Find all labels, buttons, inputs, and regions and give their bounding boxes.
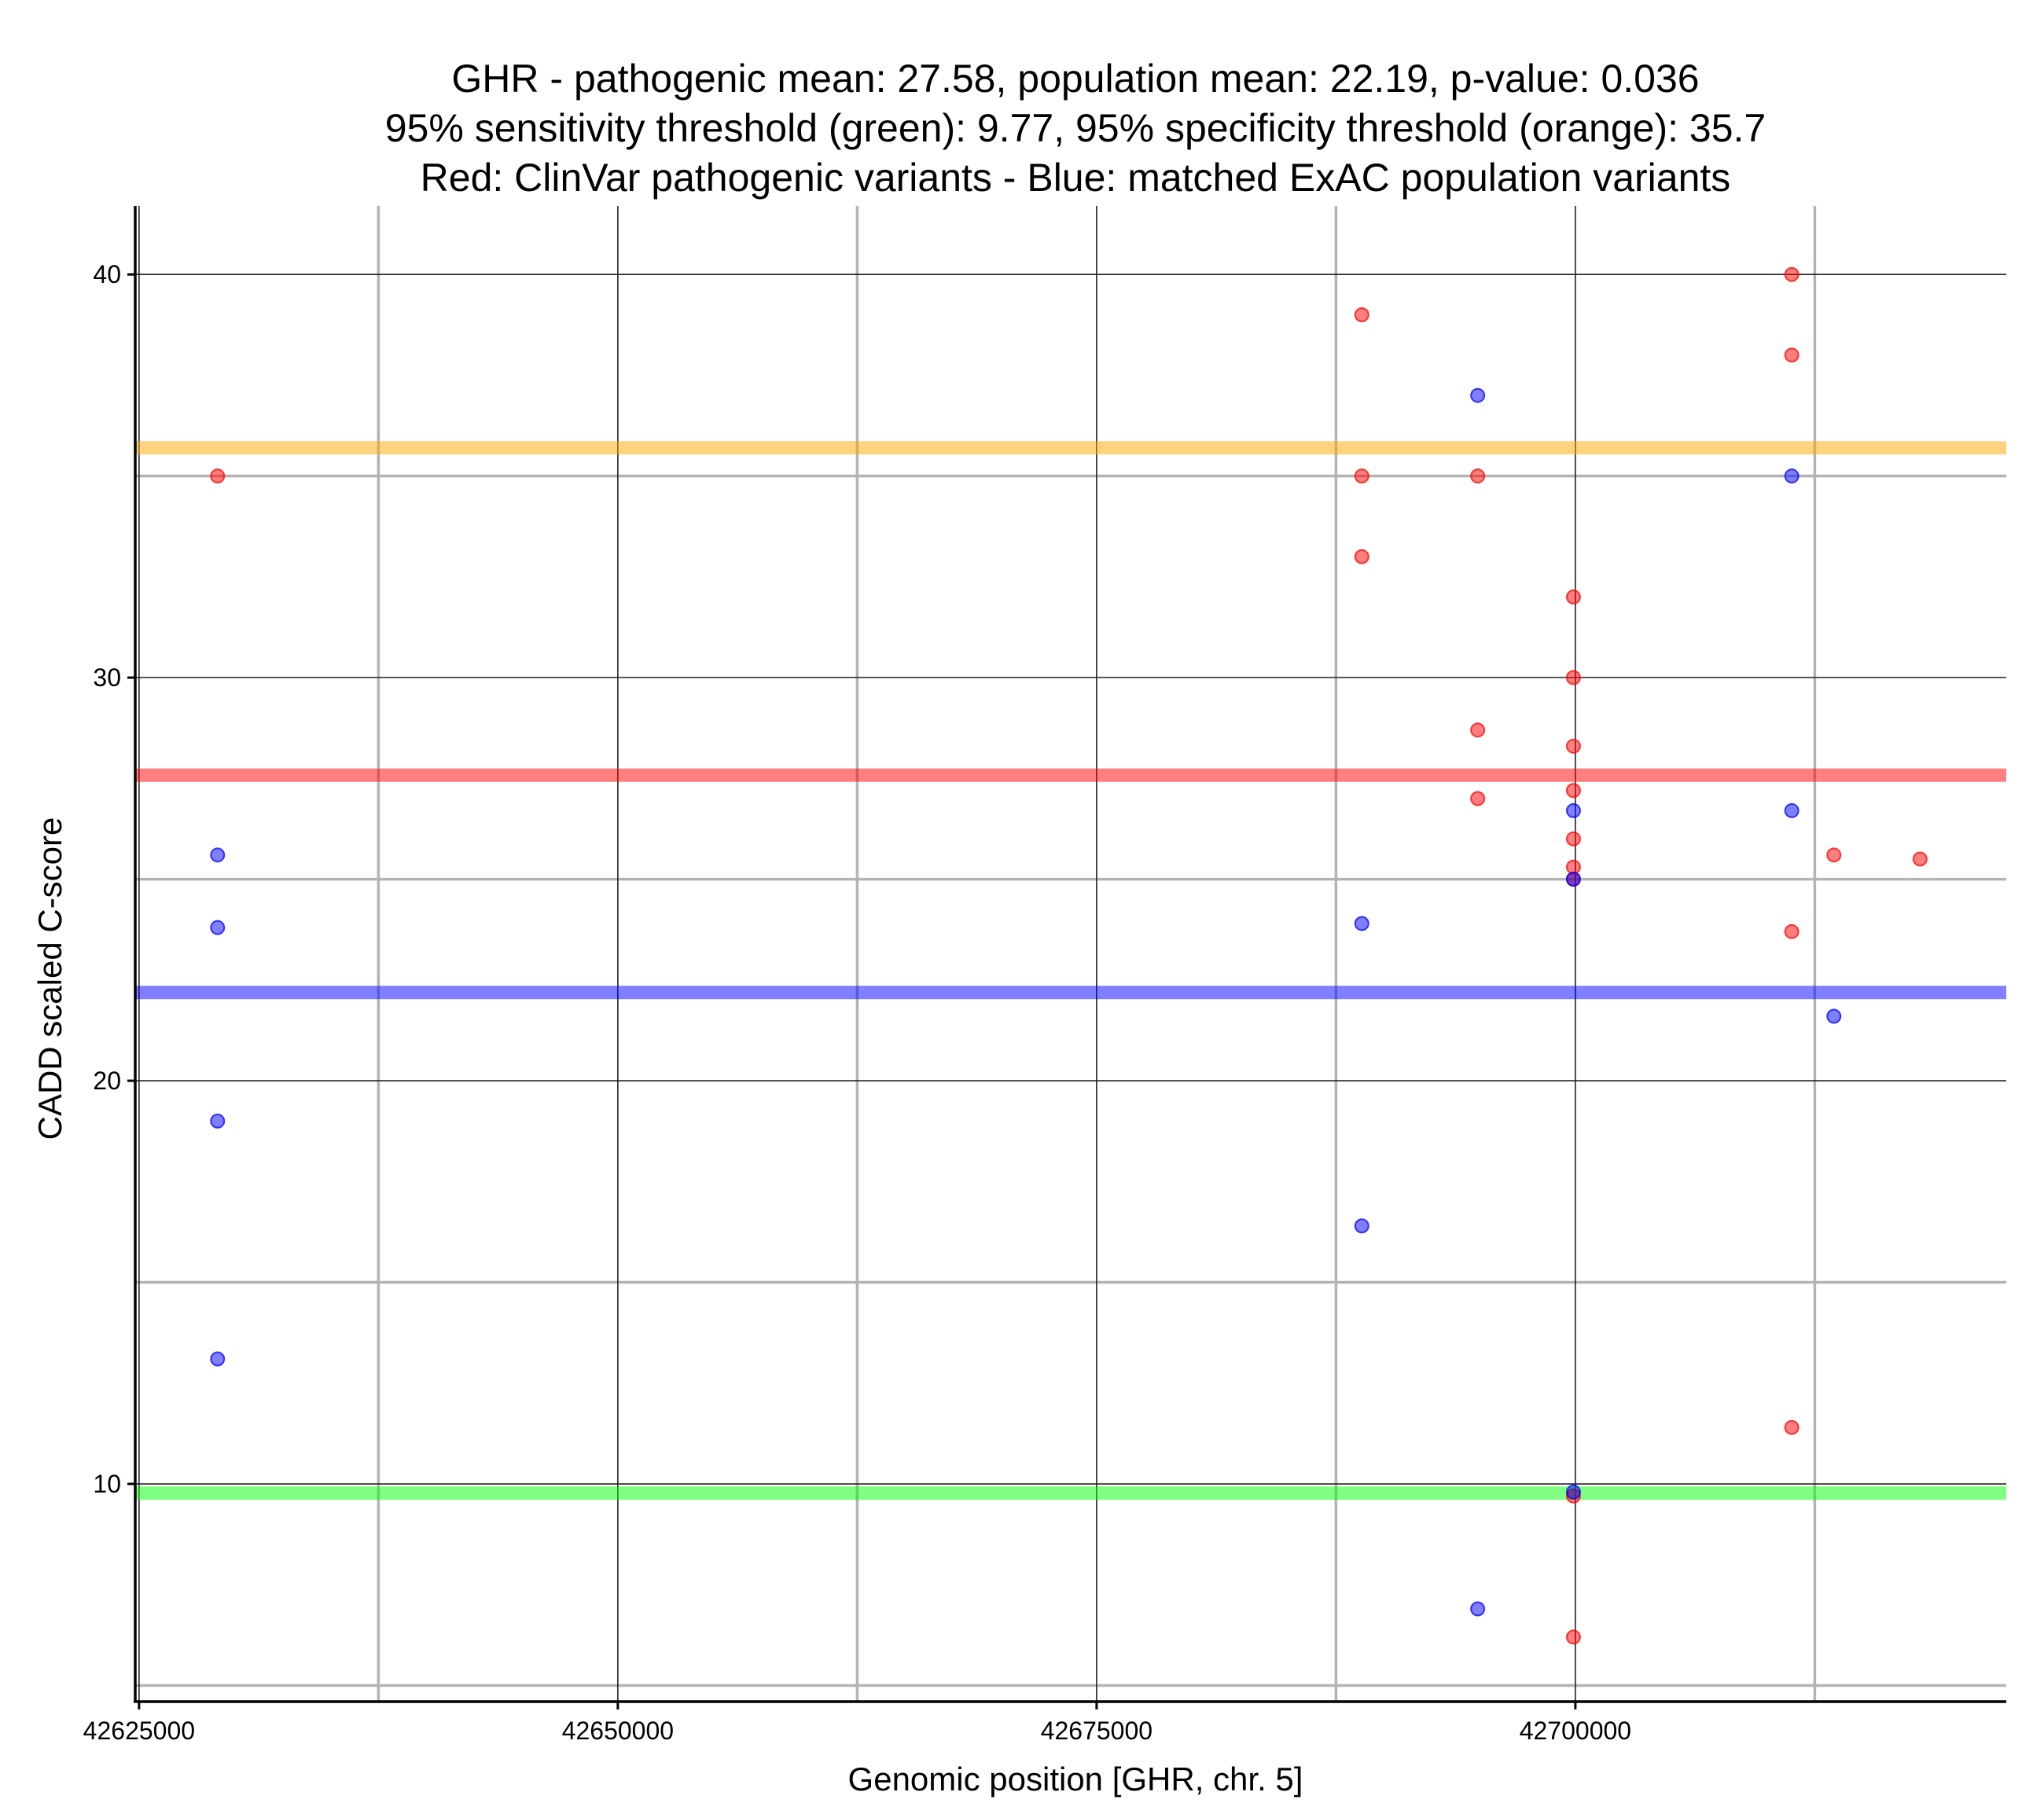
chart-title: GHR - pathogenic mean: 27.58, population…	[385, 57, 1766, 200]
data-point	[1354, 307, 1369, 322]
data-point	[1565, 1629, 1581, 1645]
data-point	[1354, 468, 1369, 484]
title-line-3: Red: ClinVar pathogenic variants - Blue:…	[421, 156, 1731, 200]
data-point	[1565, 872, 1581, 887]
data-point	[1565, 589, 1581, 605]
y-tick-label: 20	[93, 1067, 121, 1095]
y-tick-label: 30	[93, 663, 121, 692]
axes: 10 20 30 40 42625000 42650000 42675000 42700000	[83, 206, 2006, 1745]
title-line-1: GHR - pathogenic mean: 27.58, population…	[451, 57, 1699, 101]
title-line-2: 95% sensitivity threshold (green): 9.77,…	[385, 106, 1766, 150]
x-tick-label: 42625000	[83, 1717, 195, 1745]
data-point	[1565, 738, 1581, 754]
data-point	[210, 468, 226, 484]
data-point	[1354, 549, 1369, 564]
data-point	[210, 847, 226, 863]
data-point	[1470, 1601, 1486, 1617]
y-axis-label: CADD scaled C-score	[31, 817, 68, 1140]
data-point	[1354, 916, 1369, 931]
data-point	[1784, 347, 1800, 363]
x-tick-label: 42675000	[1041, 1717, 1153, 1745]
data-point	[1565, 802, 1581, 818]
data-point	[1912, 851, 1928, 867]
data-point	[1784, 924, 1800, 939]
y-tick-label: 40	[93, 260, 121, 288]
data-point	[1470, 468, 1486, 484]
data-point	[210, 1351, 226, 1367]
data-point	[1826, 847, 1842, 863]
data-point	[1470, 722, 1486, 738]
data-points	[210, 266, 1928, 1645]
data-point	[1784, 266, 1800, 282]
data-point	[210, 1113, 226, 1129]
x-tick-label: 42700000	[1520, 1717, 1631, 1745]
data-point	[1565, 670, 1581, 685]
reference-lines	[135, 441, 2006, 1500]
data-point	[1826, 1008, 1842, 1024]
data-point	[210, 920, 226, 935]
data-point	[1784, 1419, 1800, 1435]
y-tick-label: 10	[93, 1470, 121, 1498]
grid	[135, 206, 2006, 1702]
data-point	[1565, 783, 1581, 799]
x-tick-label: 42650000	[562, 1717, 674, 1745]
data-point	[1565, 1484, 1581, 1500]
data-point	[1784, 802, 1800, 818]
data-point	[1470, 387, 1486, 403]
data-point	[1784, 468, 1800, 484]
data-point	[1470, 791, 1486, 806]
x-axis-label: Genomic position [GHR, chr. 5]	[848, 1761, 1303, 1797]
data-point	[1354, 1218, 1369, 1234]
data-point	[1565, 831, 1581, 846]
